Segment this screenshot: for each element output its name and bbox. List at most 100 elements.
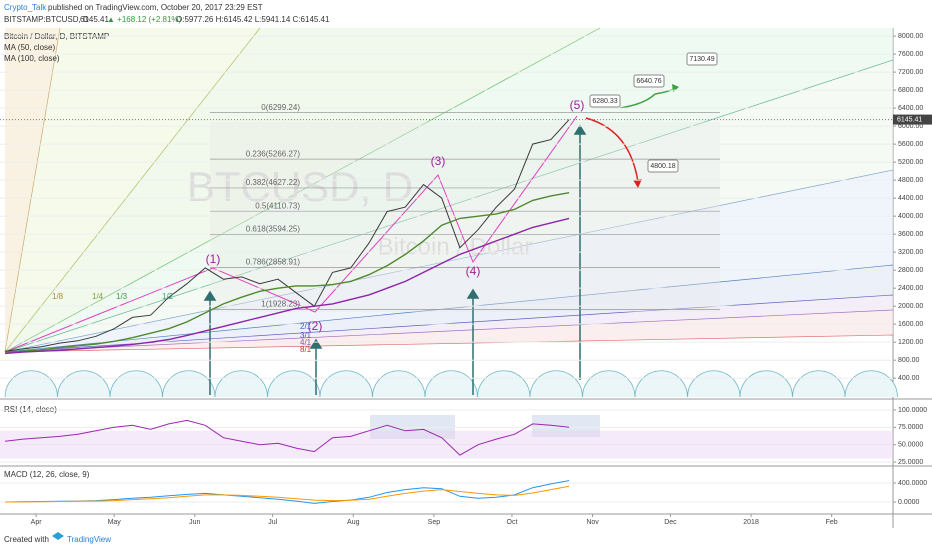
y-tick-label: 7200.00 <box>898 69 923 76</box>
y-tick-label: 800.00 <box>898 357 920 364</box>
arrow-head <box>573 124 587 135</box>
y-tick-label: 0.0000 <box>898 499 920 506</box>
target-box <box>633 74 665 88</box>
cycle-arcs <box>4 370 898 398</box>
cycle-arc <box>529 370 583 398</box>
cycle-arc <box>739 370 793 398</box>
fan-label: 2/1 <box>300 322 312 331</box>
y-tick-label: 2000.00 <box>898 303 923 310</box>
y-tick-label: 7600.00 <box>898 51 923 58</box>
series-line <box>4 480 570 504</box>
fan-label: 8/1 <box>300 345 312 354</box>
target-box <box>647 159 679 173</box>
publish-info: published on TradingView.com, October 20… <box>48 3 263 12</box>
y-tick-label: 5600.00 <box>898 141 923 148</box>
y-tick-label: 400.00 <box>898 375 920 382</box>
last-price: 6145.41 <box>80 15 109 24</box>
change: ▲ +168.12 (+2.81%) <box>107 15 182 24</box>
y-tick-label: 75.0000 <box>898 424 923 431</box>
watermark: BTCUSD, D <box>187 163 413 210</box>
x-tick-label: Dec <box>664 519 677 526</box>
wave-label: (1) <box>206 252 221 266</box>
x-tick-label: Oct <box>507 519 518 526</box>
cycle-arc <box>634 370 688 398</box>
last-price-label: 6145.41 <box>897 116 922 123</box>
y-tick-label: 50.0000 <box>898 442 923 449</box>
series-line <box>4 119 570 352</box>
pane-title: MACD (12, 26, close, 9) <box>4 470 90 479</box>
fan-line <box>4 309 894 353</box>
fan-label: 4/1 <box>300 338 312 347</box>
fib-label: 0.5(4110.73) <box>255 201 300 210</box>
y-tick-label: 8000.00 <box>898 33 923 40</box>
y-tick-label: 4800.00 <box>898 177 923 184</box>
ohlc: O:5977.26 H:6145.42 L:5941.14 C:6145.41 <box>176 15 330 24</box>
fib-label: 0.786(2858.91) <box>246 258 301 267</box>
fan-label: 1/3 <box>116 292 128 301</box>
cycle-arc <box>792 370 846 398</box>
series-legend: MA (50, close) <box>4 43 55 52</box>
arrow-head <box>203 290 217 301</box>
y-tick-label: 6000.00 <box>898 123 923 130</box>
arrow-head <box>309 338 323 349</box>
y-tick-label: 5200.00 <box>898 159 923 166</box>
y-tick-label: 1600.00 <box>898 321 923 328</box>
arrow-head <box>466 288 480 299</box>
fan-line <box>4 59 894 353</box>
cycle-arc <box>109 370 163 398</box>
cycle-arc <box>477 370 531 398</box>
x-tick-label: Sep <box>428 519 441 526</box>
x-tick-label: Feb <box>826 519 838 526</box>
cycle-arc <box>372 370 426 398</box>
fan-label: 1/4 <box>92 292 104 301</box>
target-box <box>686 52 718 66</box>
x-tick-label: Aug <box>347 519 360 526</box>
author-link[interactable]: Crypto_Talk <box>4 3 47 12</box>
cycle-arc <box>214 370 268 398</box>
target-label: 6280.33 <box>592 98 617 105</box>
y-tick-label: 3200.00 <box>898 249 923 256</box>
bear-arrow <box>585 117 639 183</box>
y-tick-label: 4000.00 <box>898 213 923 220</box>
wave-path <box>4 115 578 353</box>
x-tick-label: Jun <box>189 519 200 526</box>
fan-zone <box>5 28 893 352</box>
x-tick-label: Nov <box>586 519 599 526</box>
target-box <box>589 94 621 108</box>
fib-label: 0(6299.24) <box>261 103 300 112</box>
series-legend: MA (100, close) <box>4 54 60 63</box>
wave-label: (2) <box>308 319 323 333</box>
last-price-badge <box>893 114 932 125</box>
fib-label: 0.382(4627.22) <box>246 178 301 187</box>
logo <box>52 532 64 540</box>
footer-brand[interactable]: TradingView <box>67 535 111 544</box>
fib-label: 0.236(5266.27) <box>246 149 301 158</box>
cycle-arc <box>687 370 741 398</box>
y-tick-label: 100.0000 <box>898 407 927 414</box>
y-tick-label: 2400.00 <box>898 285 923 292</box>
x-tick-label: Apr <box>31 519 43 526</box>
fan-line <box>4 27 601 353</box>
x-tick-label: May <box>108 519 122 526</box>
cycle-arc <box>582 370 636 398</box>
y-tick-label: 6400.00 <box>898 105 923 112</box>
fan-label: 1/2 <box>162 292 174 301</box>
y-tick-label: 1200.00 <box>898 339 923 346</box>
series-legend: Bitcoin / Dollar, D, BITSTAMP <box>4 32 109 41</box>
cycle-arc <box>424 370 478 398</box>
arrow-head <box>633 179 642 188</box>
rsi-band <box>0 430 893 459</box>
fan-line <box>4 27 61 353</box>
symbol: BITSTAMP:BTCUSD, D <box>4 15 89 24</box>
series-line <box>4 485 570 503</box>
cycle-arc <box>267 370 321 398</box>
x-tick-label: Jul <box>268 519 277 526</box>
series-line <box>4 217 570 355</box>
fan-line <box>4 264 894 353</box>
cycle-arc <box>4 370 58 398</box>
y-tick-label: 400.0000 <box>898 480 927 487</box>
series-line <box>4 192 570 353</box>
fan-line <box>4 169 894 353</box>
fib-label: 0.618(3594.25) <box>246 225 301 234</box>
